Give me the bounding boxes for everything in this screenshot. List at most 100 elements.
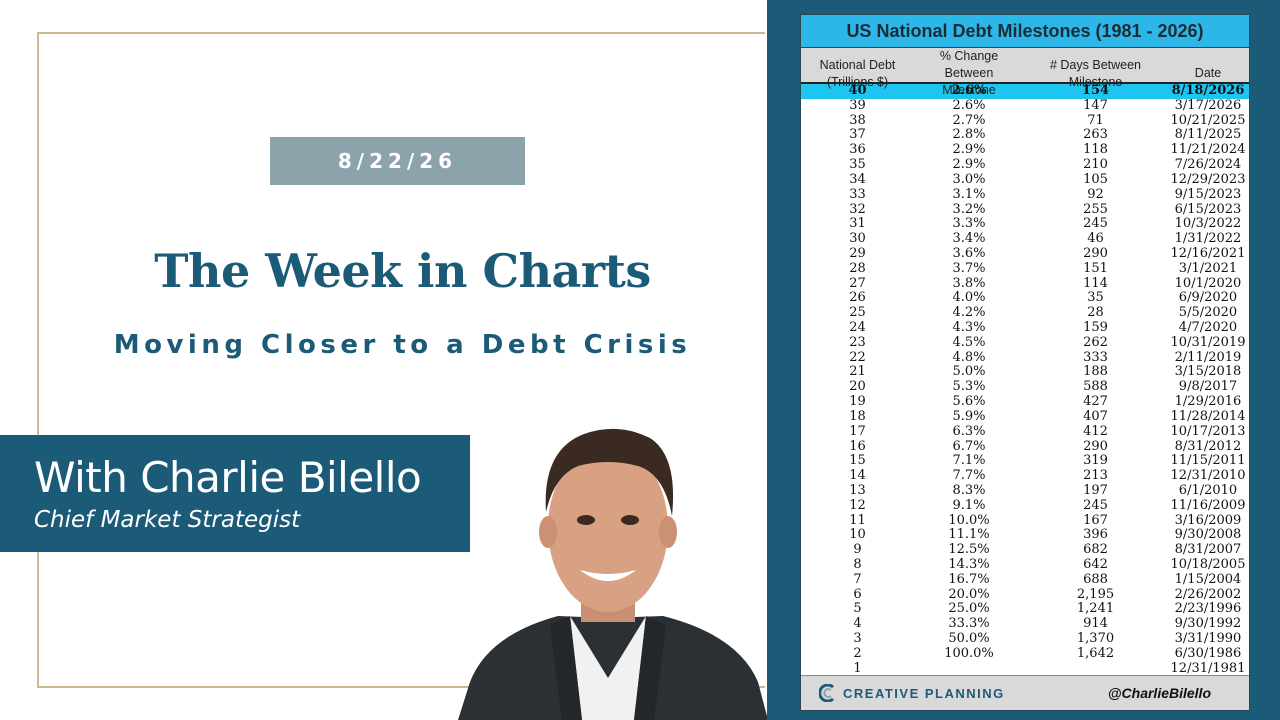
table-row: 35 2.9% 210 7/26/2024 bbox=[801, 157, 1249, 173]
cell-date: 10/17/2013 bbox=[1170, 423, 1246, 439]
cell-days: 290 bbox=[1083, 438, 1108, 454]
cell-days: 319 bbox=[1083, 453, 1108, 469]
table-row: 9 12.5% 682 8/31/2007 bbox=[801, 542, 1249, 558]
cell-days: 245 bbox=[1083, 497, 1108, 513]
twitter-handle: @CharlieBilello bbox=[1107, 685, 1211, 701]
col-days-header-line1: # Days Between bbox=[1049, 57, 1142, 72]
cell-debt: 18 bbox=[849, 408, 866, 424]
cell-date: 6/1/2010 bbox=[1178, 482, 1238, 498]
cell-debt: 21 bbox=[849, 364, 866, 380]
cell-days: 642 bbox=[1083, 557, 1108, 572]
cell-days: 118 bbox=[1083, 142, 1108, 158]
table-row: 5 25.0% 1,241 2/23/1996 bbox=[801, 602, 1249, 617]
cell-date: 6/30/1986 bbox=[1174, 645, 1242, 661]
cell-date: 10/18/2005 bbox=[1170, 557, 1246, 572]
cell-pct-change: 7.7% bbox=[952, 468, 986, 484]
cell-debt: 8 bbox=[853, 557, 862, 572]
cell-debt: 4 bbox=[853, 616, 862, 632]
cell-pct-change: 4.0% bbox=[952, 290, 986, 306]
cell-days: 1,370 bbox=[1076, 631, 1115, 647]
table-row: 12 9.1% 245 11/16/2009 bbox=[801, 497, 1249, 514]
cell-debt: 11 bbox=[849, 512, 866, 528]
cell-pct-change: 2.9% bbox=[952, 157, 986, 173]
cell-debt: 34 bbox=[849, 171, 866, 187]
table-row: 23 4.5% 262 10/31/2019 bbox=[801, 334, 1249, 351]
table-row: 11 10.0% 167 3/16/2009 bbox=[801, 512, 1249, 529]
table-row: 19 5.6% 427 1/29/2016 bbox=[801, 394, 1249, 410]
table-row: 33 3.1% 92 9/15/2023 bbox=[801, 186, 1249, 203]
cell-debt: 22 bbox=[849, 349, 866, 365]
cell-pct-change: 25.0% bbox=[948, 601, 990, 617]
cell-debt: 3 bbox=[853, 631, 862, 647]
cell-date: 6/9/2020 bbox=[1178, 290, 1238, 306]
cell-pct-change: 5.6% bbox=[952, 394, 986, 410]
host-role: Chief Market Strategist bbox=[34, 507, 301, 533]
cell-date: 11/16/2009 bbox=[1170, 497, 1246, 513]
cell-debt: 9 bbox=[853, 542, 862, 558]
cell-pct-change: 8.3% bbox=[952, 482, 986, 498]
cell-pct-change: 5.3% bbox=[952, 379, 986, 395]
table-row: 2 100.0% 1,642 6/30/1986 bbox=[801, 645, 1249, 662]
cell-pct-change: 12.5% bbox=[948, 542, 990, 558]
cell-pct-change: 20.0% bbox=[948, 586, 990, 602]
cell-pct-change: 5.0% bbox=[952, 364, 986, 380]
table-row: 7 16.7% 688 1/15/2004 bbox=[801, 572, 1249, 588]
col-days-header-line2: Milestone bbox=[1068, 74, 1123, 89]
col-debt-header: National Debt (Trillions $) bbox=[801, 48, 914, 99]
cell-debt: 2 bbox=[853, 645, 862, 661]
cell-date: 1/31/2022 bbox=[1174, 231, 1242, 247]
cell-pct-change: 4.3% bbox=[952, 320, 986, 335]
cell-days: 914 bbox=[1083, 616, 1108, 632]
cell-debt: 32 bbox=[849, 201, 866, 217]
cell-days: 154 bbox=[1081, 83, 1110, 98]
cell-date: 10/3/2022 bbox=[1174, 216, 1242, 232]
cell-date: 8/11/2025 bbox=[1174, 127, 1242, 143]
cell-debt: 38 bbox=[849, 112, 866, 128]
cell-pct-change: 33.3% bbox=[948, 616, 990, 632]
cell-date: 3/1/2021 bbox=[1178, 260, 1238, 276]
cell-date: 3/31/1990 bbox=[1174, 631, 1242, 647]
cell-days: 333 bbox=[1083, 349, 1108, 365]
cell-debt: 16 bbox=[849, 438, 866, 454]
cell-debt: 1 bbox=[853, 660, 862, 676]
cell-date: 11/21/2024 bbox=[1170, 142, 1246, 158]
cell-pct-change: 100.0% bbox=[944, 645, 994, 661]
cell-date: 12/16/2021 bbox=[1170, 245, 1246, 261]
cell-date: 2/23/1996 bbox=[1174, 601, 1242, 617]
cell-pct-change: 4.5% bbox=[952, 334, 986, 350]
col-days-header: # Days Between Milestone bbox=[1024, 48, 1167, 99]
cell-debt: 39 bbox=[849, 97, 866, 113]
cell-pct-change: 50.0% bbox=[948, 631, 990, 647]
table-row: 8 14.3% 642 10/18/2005 bbox=[801, 557, 1249, 573]
table-row: 32 3.2% 255 6/15/2023 bbox=[801, 201, 1249, 218]
creative-planning-logo bbox=[819, 684, 834, 702]
cell-debt: 24 bbox=[849, 320, 866, 335]
table-row: 18 5.9% 407 11/28/2014 bbox=[801, 408, 1249, 425]
cell-days: 263 bbox=[1083, 127, 1108, 143]
table-row: 3 50.0% 1,370 3/31/1990 bbox=[801, 631, 1249, 647]
cell-debt: 36 bbox=[849, 142, 866, 158]
brand: CREATIVE PLANNING bbox=[819, 684, 1005, 702]
cell-days: 262 bbox=[1083, 334, 1108, 350]
cell-pct-change: 5.9% bbox=[952, 408, 986, 424]
cell-date: 10/21/2025 bbox=[1170, 112, 1246, 128]
cell-days: 588 bbox=[1083, 379, 1108, 395]
cell-days: 28 bbox=[1087, 305, 1104, 321]
table-row: 26 4.0% 35 6/9/2020 bbox=[801, 291, 1249, 306]
cell-pct-change: 3.8% bbox=[952, 275, 986, 291]
cell-days: 197 bbox=[1083, 482, 1108, 498]
cell-date: 8/31/2012 bbox=[1174, 438, 1242, 454]
table-row: 30 3.4% 46 1/31/2022 bbox=[801, 231, 1249, 247]
cell-debt: 40 bbox=[848, 83, 867, 98]
cell-days: 151 bbox=[1083, 260, 1108, 276]
slide-subtitle: Moving Closer to a Debt Crisis bbox=[113, 330, 692, 360]
table-row: 10 11.1% 396 9/30/2008 bbox=[801, 528, 1249, 543]
table-row: 17 6.3% 412 10/17/2013 bbox=[801, 423, 1249, 440]
cell-debt: 35 bbox=[849, 157, 866, 173]
table-row: 21 5.0% 188 3/15/2018 bbox=[801, 365, 1249, 380]
cell-date: 12/31/2010 bbox=[1170, 468, 1246, 484]
cell-debt: 33 bbox=[849, 186, 866, 202]
cell-debt: 5 bbox=[853, 601, 862, 617]
cell-days: 188 bbox=[1083, 364, 1108, 380]
cell-pct-change: 11.1% bbox=[948, 527, 990, 543]
